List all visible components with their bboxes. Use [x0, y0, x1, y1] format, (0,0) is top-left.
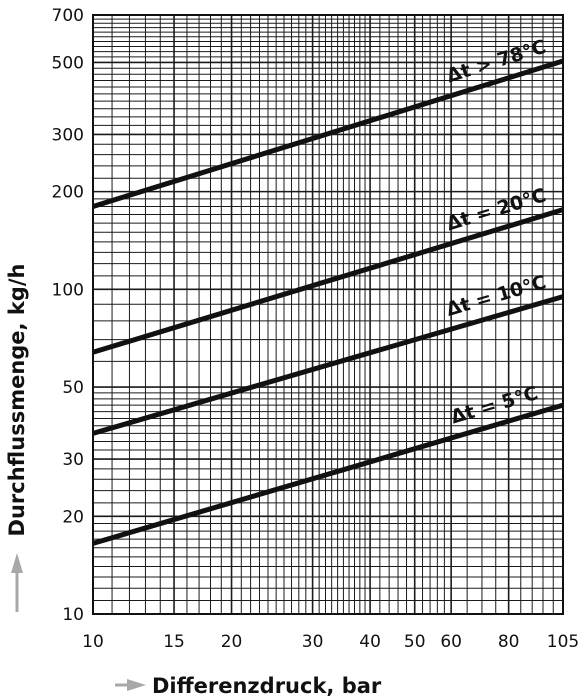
x-axis-title-group: Differenzdruck, bar — [115, 674, 382, 698]
y-axis-title-group: Durchflussmenge, kg/h — [5, 264, 29, 612]
x-tick-label: 40 — [359, 632, 381, 652]
y-tick-label: 10 — [62, 605, 84, 625]
x-tick-label: 105 — [547, 632, 579, 652]
y-axis-title: Durchflussmenge, kg/h — [5, 264, 29, 537]
x-tick-label: 10 — [82, 632, 104, 652]
x-tick-label: 80 — [498, 632, 520, 652]
y-tick-labels: 10 20 30 50 100 200 300 500 700 — [52, 6, 84, 625]
y-tick-label: 100 — [52, 280, 84, 300]
x-axis-arrow-head — [127, 679, 146, 691]
x-tick-label: 30 — [302, 632, 324, 652]
x-tick-label: 20 — [221, 632, 243, 652]
series-lines — [92, 58, 564, 546]
series-line — [92, 402, 564, 546]
y-axis-arrow-head — [11, 553, 23, 573]
series-label: Δt = 5°C — [448, 382, 540, 428]
x-tick-labels: 10 15 20 30 40 50 60 80 105 — [82, 632, 579, 652]
y-tick-label: 300 — [52, 125, 84, 145]
series-line — [92, 58, 564, 209]
series-line — [92, 207, 564, 355]
x-tick-label: 50 — [404, 632, 426, 652]
y-tick-label: 700 — [52, 6, 84, 26]
y-tick-label: 20 — [62, 507, 84, 527]
y-tick-label: 500 — [52, 53, 84, 73]
y-tick-label: 50 — [62, 378, 84, 398]
x-tick-label: 15 — [163, 632, 185, 652]
y-tick-label: 200 — [52, 183, 84, 203]
x-tick-label: 60 — [440, 632, 462, 652]
x-axis-title: Differenzdruck, bar — [152, 674, 382, 698]
minor-grid — [93, 15, 563, 614]
series-line — [92, 294, 564, 436]
y-tick-label: 30 — [62, 450, 84, 470]
plot-frame — [92, 14, 564, 615]
